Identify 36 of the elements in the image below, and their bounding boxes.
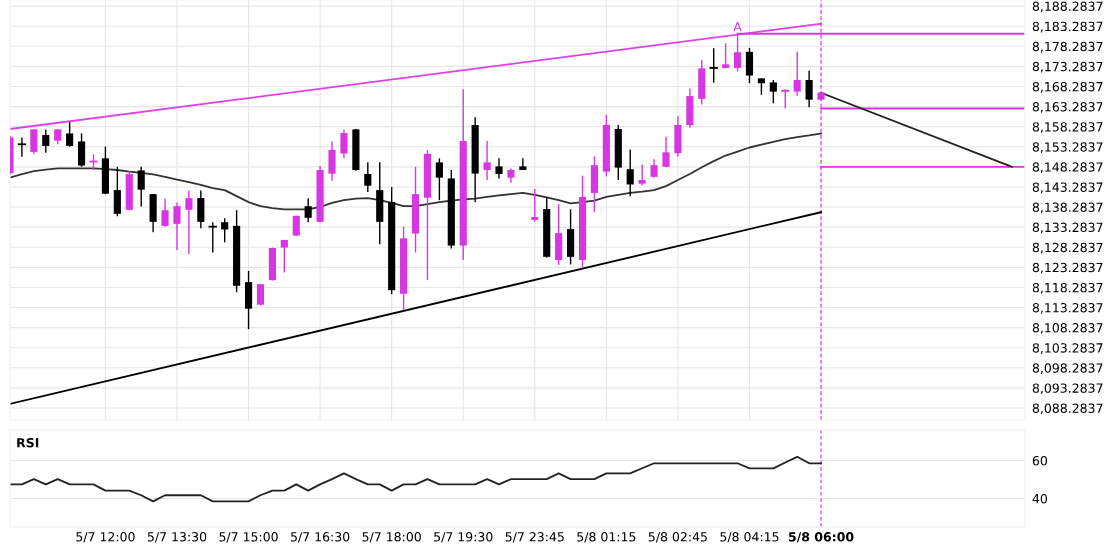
y-tick-label: 8,123.2837 (1032, 262, 1103, 274)
x-tick-label: 5/8 06:00 (788, 532, 854, 543)
y-tick-label: 8,178.2837 (1032, 41, 1103, 53)
x-tick-label: 5/7 19:30 (434, 532, 493, 543)
x-tick-label: 5/8 02:45 (648, 532, 707, 543)
y-tick-label: 8,113.2837 (1032, 303, 1103, 314)
y-tick-label: 8,108.2837 (1032, 323, 1103, 334)
y-tick-label: 8,133.2837 (1032, 222, 1103, 234)
x-tick-label: 5/8 04:15 (720, 532, 779, 543)
y-tick-label: 40 (1032, 493, 1048, 504)
y-tick-label: 8,173.2837 (1032, 61, 1103, 73)
y-tick-label: 8,143.2837 (1032, 182, 1103, 194)
x-tick-label: 5/7 18:00 (362, 532, 421, 543)
y-tick-label: 8,163.2837 (1032, 102, 1103, 113)
y-tick-label: 8,088.2837 (1032, 403, 1103, 415)
y-tick-label: 60 (1032, 455, 1048, 466)
x-tick-label: 5/7 23:45 (505, 532, 564, 543)
text: RSI (17, 437, 39, 448)
y-tick-label: 8,118.2837 (1032, 282, 1103, 294)
y-tick-label: 8,093.2837 (1032, 383, 1103, 395)
y-tick-label: 8,153.2837 (1032, 142, 1103, 153)
x-tick-label: 5/7 16:30 (291, 532, 350, 543)
y-tick-label: 8,098.2837 (1032, 363, 1103, 375)
y-tick-label: 8,183.2837 (1032, 21, 1103, 33)
y-tick-label: 8,138.2837 (1032, 202, 1103, 214)
y-tick-label: 8,128.2837 (1032, 242, 1103, 254)
x-tick-label: 5/7 13:30 (147, 532, 207, 543)
series-label: A (733, 22, 742, 32)
y-tick-label: 8,148.2837 (1032, 162, 1103, 174)
y-tick-label: 8,158.2837 (1032, 122, 1103, 133)
y-tick-label: 8,188.2837 (1032, 1, 1103, 13)
y-tick-label: 8,103.2837 (1032, 343, 1103, 354)
x-tick-label: 5/7 15:00 (219, 532, 278, 543)
x-tick-label: 5/7 12:00 (76, 532, 135, 543)
y-tick-label: 8,168.2837 (1032, 81, 1103, 93)
x-tick-label: 5/8 01:15 (577, 532, 636, 543)
